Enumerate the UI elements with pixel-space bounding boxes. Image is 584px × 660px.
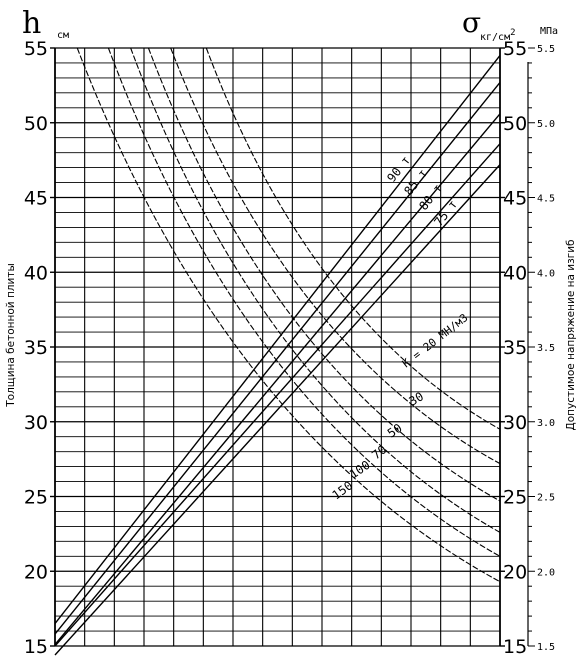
mpa-axis-unit: МПа	[540, 26, 558, 37]
left-axis-unit: см	[57, 30, 69, 41]
mpa-axis-tick-label: 3.5	[537, 343, 555, 354]
right-axis-tick-label: 40	[503, 262, 527, 284]
k-curve	[107, 47, 501, 557]
left-axis-tick-label: 40	[24, 262, 48, 284]
left-axis-tick-label: 20	[24, 561, 48, 583]
mpa-axis-tick-label: 4.0	[537, 268, 555, 279]
k-curve-label: 50	[385, 421, 405, 441]
right-axis-tick-label: 30	[503, 412, 527, 434]
left-axis-tick-label: 25	[24, 487, 48, 509]
left-axis-tick-label: 45	[24, 188, 48, 210]
left-axis-tick-label: 30	[24, 412, 48, 434]
load-line	[54, 81, 501, 635]
right-axis-tick-label: 15	[503, 636, 527, 658]
k-curve	[130, 47, 501, 533]
right-axis-tick-label: 20	[503, 561, 527, 583]
k-curve	[205, 47, 501, 430]
mpa-axis-tick-label: 4.5	[537, 194, 555, 205]
right-axis-tick-label: 55	[503, 38, 527, 60]
load-line	[54, 164, 501, 656]
load-lines: 90 т85 т80 т75 т	[54, 55, 501, 656]
mpa-axis-tick-label: 2.0	[537, 567, 555, 578]
k-curve-label: К = 20 МН/м3	[400, 311, 471, 370]
right-axis-symbol: σ	[462, 6, 481, 39]
mpa-axis-tick-label: 2.5	[537, 493, 555, 504]
right-axis-tick-label: 45	[503, 188, 527, 210]
k-curve	[76, 47, 501, 583]
left-axis-tick-label: 35	[24, 337, 48, 359]
right-axis-tick-label: 50	[503, 113, 527, 135]
left-axis-tick-label: 15	[24, 636, 48, 658]
k-curve	[147, 47, 501, 502]
right-axis-tick-label: 35	[503, 337, 527, 359]
left-axis-tick-label: 50	[24, 113, 48, 135]
right-axis-unit-sup: 2	[510, 28, 515, 38]
k-curve-label: 70	[369, 442, 389, 462]
mpa-axis-tick-label: 5.0	[537, 119, 555, 130]
load-line	[54, 55, 501, 625]
right-axis-unit: кг/см2	[480, 28, 516, 43]
load-line	[54, 143, 501, 647]
chart-grid	[54, 47, 501, 647]
right-axis-unit-base: кг/см	[480, 32, 510, 43]
mpa-axis-tick-label: 1.5	[537, 642, 555, 653]
mpa-axis-tick-label: 5.5	[537, 44, 555, 55]
left-axis-label: Толщина бетонной плиты	[5, 263, 17, 408]
chart-axes: 15 20 25 30 35 40 45 50 55 15 20 25 30 35 40 45 50 55 1.5 2…	[24, 38, 555, 658]
mpa-axis-tick-label: 3.0	[537, 418, 555, 429]
left-axis-tick-label: 55	[24, 38, 48, 60]
k-curve-label: 30	[407, 389, 427, 408]
right-axis-label: Допустимое напряжение на изгиб	[565, 240, 577, 431]
right-axis-tick-label: 25	[503, 487, 527, 509]
left-axis-symbol: h	[22, 6, 41, 41]
k-curve	[170, 47, 501, 465]
load-line	[54, 113, 501, 645]
